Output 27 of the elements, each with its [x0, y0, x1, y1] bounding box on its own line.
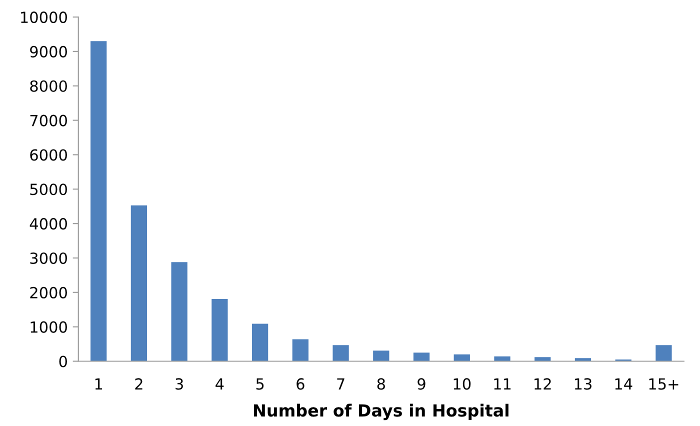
y-tick-label: 6000 [30, 149, 67, 161]
x-axis-title: Number of Days in Hospital [254, 404, 508, 420]
y-tick-label: 8000 [30, 80, 67, 92]
x-tick-label: 1 [95, 378, 102, 390]
x-tick-label: 11 [494, 378, 511, 390]
x-tick-label: 15+ [649, 378, 678, 390]
y-tick-label: 2000 [30, 286, 67, 298]
y-tick-label: 10000 [21, 12, 67, 24]
y-tick-label: 7000 [30, 114, 67, 126]
y-tick-label: 0 [59, 356, 67, 368]
x-tick-label: 4 [216, 378, 224, 390]
x-tick-label: 10 [454, 378, 471, 390]
x-tick-label: 9 [418, 378, 426, 390]
x-tick-label: 5 [256, 378, 264, 390]
x-tick-label: 12 [534, 378, 551, 390]
x-tick-label: 3 [176, 378, 183, 390]
x-tick-label: 13 [574, 378, 592, 390]
y-tick-label: 5000 [30, 184, 67, 196]
y-tick-label: 9000 [30, 46, 67, 58]
x-tick-label: 6 [296, 378, 304, 390]
y-tick-label: 1000 [30, 321, 67, 333]
x-tick-label: 7 [337, 378, 344, 390]
x-tick-label: 14 [615, 378, 632, 390]
y-tick-label: 3000 [30, 252, 67, 264]
x-tick-label: 2 [135, 378, 142, 390]
x-tick-label: 8 [377, 378, 385, 390]
y-tick-label: 4000 [30, 218, 67, 230]
